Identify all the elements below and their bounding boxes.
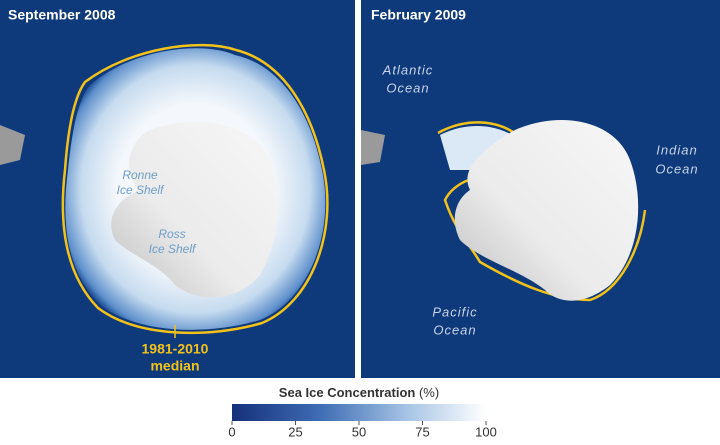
antarctica	[111, 121, 278, 298]
panel-title: February 2009	[371, 7, 466, 23]
colorbar	[232, 404, 486, 421]
label: Pacific	[432, 304, 477, 319]
panel-title: September 2008	[8, 7, 116, 23]
panel-right: February 2009 Atlantic Ocean Indian Ocea…	[361, 0, 720, 378]
antarctica	[454, 120, 639, 301]
label: Ocean	[655, 161, 698, 176]
label: Atlantic	[382, 62, 434, 77]
land	[361, 130, 385, 165]
tick-label: 75	[415, 424, 429, 439]
tick-label: 50	[352, 424, 366, 439]
tick-label: 25	[288, 424, 302, 439]
label: Indian	[656, 142, 697, 157]
median-contour	[61, 43, 329, 335]
colorbar-unit: (%)	[419, 385, 439, 400]
label: Ocean	[386, 80, 429, 95]
colorbar-title: Sea Ice Concentration (%)	[279, 385, 439, 400]
median-label: median	[150, 358, 199, 374]
label: Ice Shelf	[117, 183, 165, 197]
land	[0, 125, 25, 165]
tick-label: 0	[228, 424, 235, 439]
median-label: 1981-2010	[142, 341, 209, 357]
colorbar-title-text: Sea Ice Concentration	[279, 385, 416, 400]
tick-label: 100	[475, 424, 497, 439]
label: Ronne	[122, 168, 158, 182]
label: Ross	[158, 227, 185, 241]
label: Ice Shelf	[149, 242, 197, 256]
label: Ocean	[433, 322, 476, 337]
panel-left: September 2008 Ronne Ice Shelf Ross Ice …	[0, 0, 355, 378]
